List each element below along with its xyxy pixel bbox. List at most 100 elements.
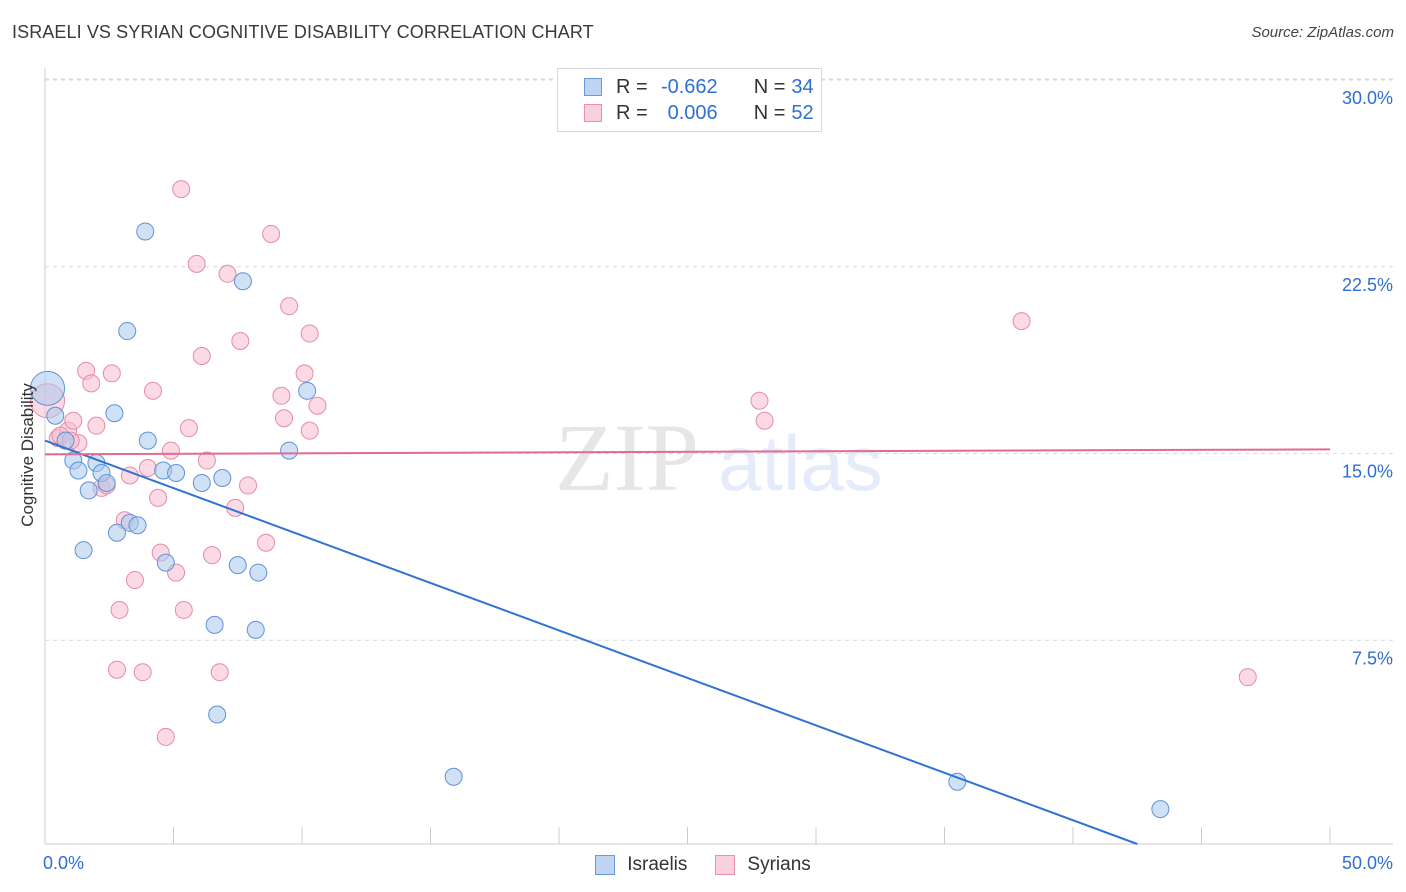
israeli-point xyxy=(138,431,157,450)
y-tick-label: 15.0% xyxy=(1342,462,1393,482)
stats-legend: R = -0.662 N = 34 R = 0.006 N = 52 xyxy=(557,68,822,132)
syrian-point xyxy=(755,411,774,430)
n-value-syrians: 52 xyxy=(791,101,814,124)
legend-label-syrians: Syrians xyxy=(747,854,811,875)
syrian-point xyxy=(82,374,101,393)
israeli-point xyxy=(79,481,98,500)
israeli-point xyxy=(213,468,232,487)
syrians-trend-line xyxy=(44,448,1331,456)
syrian-point xyxy=(300,324,319,343)
watermark-atlas: atlas xyxy=(718,419,883,507)
israeli-point xyxy=(105,404,124,423)
israeli-point xyxy=(69,461,88,480)
y-tick-label: 7.5% xyxy=(1352,648,1393,668)
syrian-point xyxy=(161,441,180,460)
syrian-point xyxy=(1012,312,1031,331)
x-tick-label: 0.0% xyxy=(43,853,84,873)
watermark-zip: ZIP xyxy=(555,404,699,511)
syrian-point xyxy=(138,459,157,478)
syrian-point xyxy=(275,409,294,428)
israeli-point xyxy=(233,272,252,291)
r-label: R = xyxy=(616,101,648,124)
n-label: N = xyxy=(753,75,786,98)
syrian-point xyxy=(272,386,291,405)
syrian-point xyxy=(87,416,106,435)
tick-label-layer: 7.5% 15.0% 22.5% 30.0% 0.0% 50.0% xyxy=(43,88,1393,873)
syrian-point xyxy=(107,660,126,679)
syrian-point xyxy=(102,364,121,383)
stats-row-syrians: R = 0.006 N = 52 xyxy=(584,100,814,126)
chart-title: ISRAELI VS SYRIAN COGNITIVE DISABILITY C… xyxy=(12,22,594,42)
legend-item-syrians[interactable]: Syrians xyxy=(715,854,811,876)
syrian-point xyxy=(156,727,175,746)
syrian-point xyxy=(133,663,152,682)
syrian-point xyxy=(257,533,276,552)
syrian-point xyxy=(210,663,229,682)
israeli-point xyxy=(246,620,265,639)
syrian-point xyxy=(1238,668,1257,687)
r-label: R = xyxy=(616,75,648,98)
israeli-point xyxy=(280,441,299,460)
israeli-point xyxy=(192,473,211,492)
x-tick-label: 50.0% xyxy=(1342,853,1393,873)
syrian-point xyxy=(262,224,281,243)
syrian-point xyxy=(239,476,258,495)
syrians-swatch-icon xyxy=(584,104,602,122)
israeli-point xyxy=(298,381,317,400)
israeli-point xyxy=(444,767,463,786)
y-tick-label: 22.5% xyxy=(1342,275,1393,295)
syrian-point xyxy=(300,421,319,440)
stats-row-israelis: R = -0.662 N = 34 xyxy=(584,74,814,100)
israeli-point xyxy=(156,553,175,572)
n-label: N = xyxy=(753,101,786,124)
legend-item-israelis[interactable]: Israelis xyxy=(595,854,687,876)
syrian-point xyxy=(750,391,769,410)
y-tick-label: 30.0% xyxy=(1342,88,1393,108)
syrian-point xyxy=(187,254,206,273)
syrians-legend-icon xyxy=(715,855,736,875)
israelis-swatch-icon xyxy=(584,78,602,96)
y-axis-label: Cognitive Disability xyxy=(18,383,37,527)
israeli-point xyxy=(30,370,66,406)
syrian-point xyxy=(149,488,168,507)
syrian-point xyxy=(308,396,327,415)
syrian-point xyxy=(231,332,250,351)
syrian-point xyxy=(125,571,144,590)
chart-source: Source: ZipAtlas.com xyxy=(1251,24,1394,41)
r-value-israelis: -0.662 xyxy=(660,75,718,98)
israeli-point xyxy=(97,473,116,492)
syrian-point xyxy=(143,381,162,400)
israeli-point xyxy=(136,222,155,241)
syrian-point xyxy=(192,346,211,365)
syrian-point xyxy=(174,600,193,619)
r-value-syrians: 0.006 xyxy=(667,101,718,124)
n-value-israelis: 34 xyxy=(791,75,814,98)
watermark: ZIP atlas xyxy=(555,404,883,511)
israeli-point xyxy=(205,615,224,634)
israelis-trend-line xyxy=(44,439,1138,845)
israeli-point xyxy=(128,516,147,535)
israeli-point xyxy=(228,556,247,575)
syrian-point xyxy=(172,180,191,199)
trend-layer xyxy=(44,439,1331,845)
israelis-legend-icon xyxy=(595,855,616,875)
syrian-point xyxy=(218,264,237,283)
grid-layer xyxy=(45,78,1393,641)
syrian-point xyxy=(64,411,83,430)
israeli-point xyxy=(208,705,227,724)
legend-label-israelis: Israelis xyxy=(627,854,688,875)
series-legend: Israelis Syrians xyxy=(0,852,1406,878)
syrian-point xyxy=(197,451,216,470)
syrian-point xyxy=(203,546,222,565)
points-layer xyxy=(30,180,1257,819)
israeli-point xyxy=(249,563,268,582)
syrian-point xyxy=(280,297,299,316)
israeli-point xyxy=(1151,800,1170,819)
israeli-point xyxy=(167,463,186,482)
israeli-point xyxy=(74,541,93,560)
israeli-point xyxy=(107,523,126,542)
israeli-point xyxy=(46,406,65,425)
syrian-point xyxy=(295,364,314,383)
syrian-point xyxy=(179,419,198,438)
